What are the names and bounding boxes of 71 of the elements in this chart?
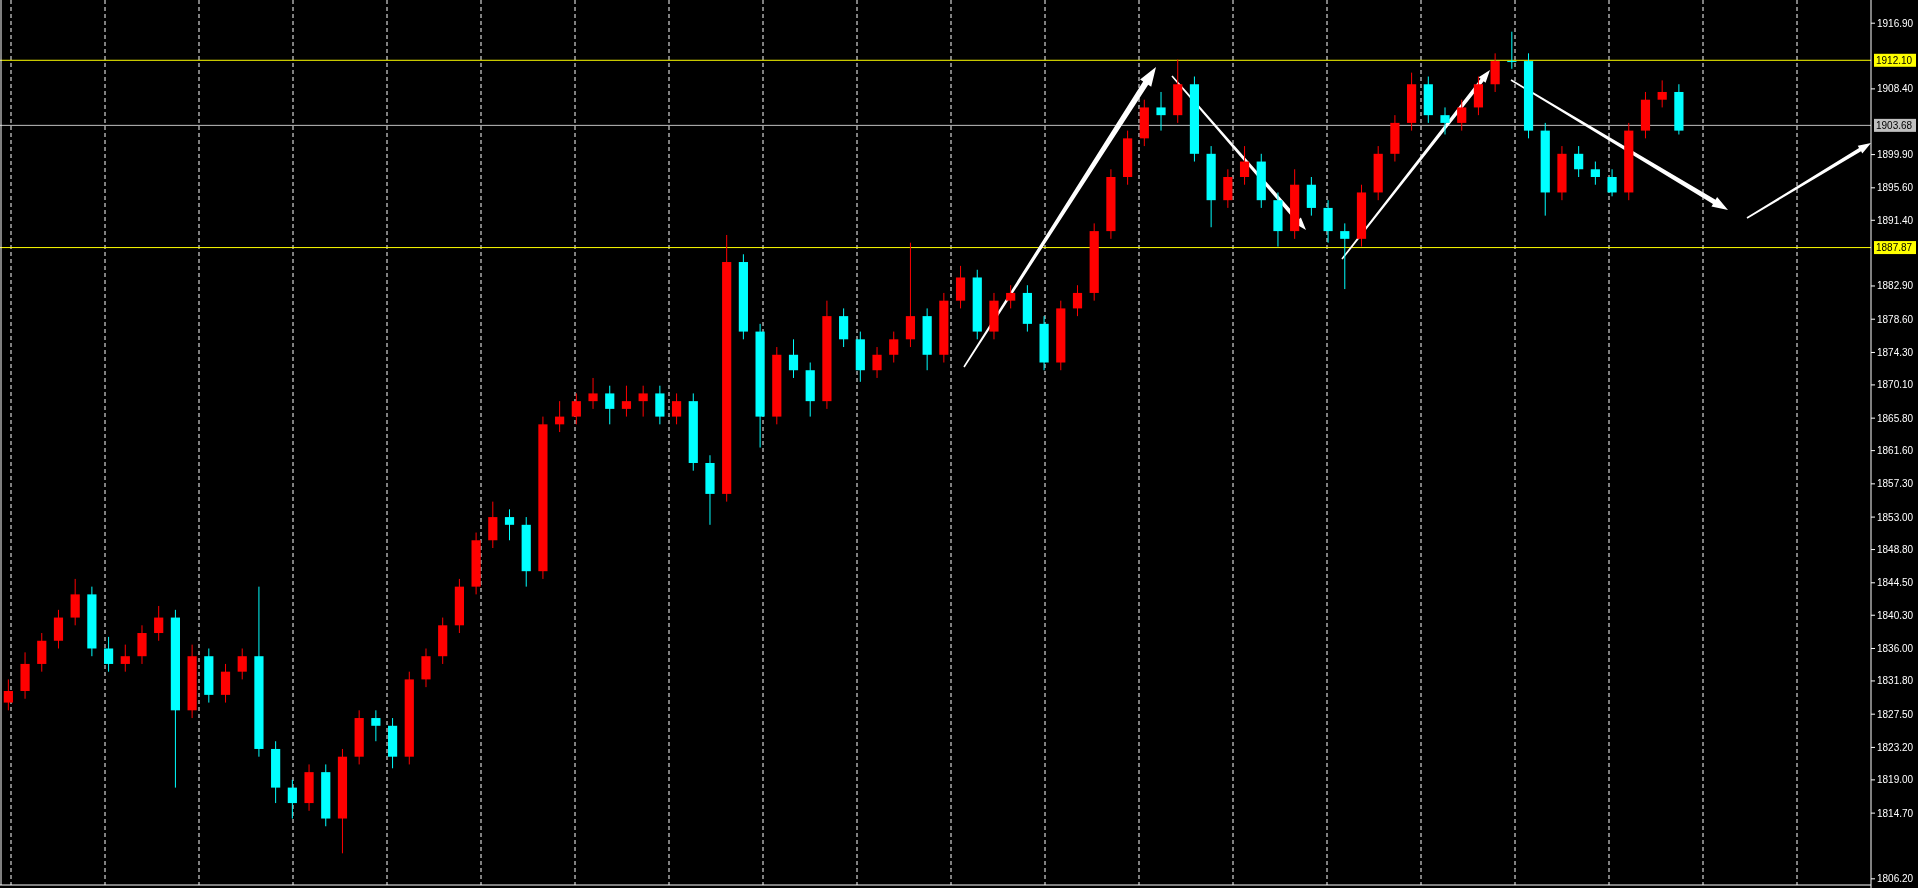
y-tick-label: 1840.30 xyxy=(1877,609,1914,621)
candlestick xyxy=(1156,91,1166,132)
candlestick xyxy=(1239,145,1250,186)
y-tick-label: 1908.40 xyxy=(1877,83,1914,95)
y-tick-label: 1891.40 xyxy=(1877,214,1914,226)
candlestick xyxy=(120,644,130,673)
candlestick xyxy=(588,377,598,410)
y-tick-label: 1814.70 xyxy=(1877,807,1914,819)
candlestick xyxy=(421,647,431,688)
candlestick xyxy=(621,385,632,418)
candlestick xyxy=(889,331,899,363)
y-tick-label: 1827.50 xyxy=(1877,708,1914,720)
candlestick xyxy=(872,346,882,379)
candlestick xyxy=(137,624,147,665)
y-tick-label: 1844.50 xyxy=(1877,577,1914,589)
y-tick-label: 1848.80 xyxy=(1877,544,1914,556)
candlestick xyxy=(3,678,13,711)
candlestick xyxy=(154,605,164,642)
candlestick xyxy=(1574,145,1584,178)
candlestick xyxy=(1473,76,1484,116)
candlestick xyxy=(1490,52,1500,93)
ref-line-label: 1887.87 xyxy=(1876,242,1913,254)
candlestick xyxy=(605,385,615,425)
candlestick xyxy=(955,265,966,309)
y-tick-label: 1895.60 xyxy=(1877,182,1914,194)
y-tick-label: 1870.10 xyxy=(1877,379,1914,391)
candlestick xyxy=(905,242,916,348)
candlestick xyxy=(504,508,515,541)
y-tick-label: 1806.20 xyxy=(1877,873,1914,885)
candlestick xyxy=(1323,199,1333,244)
candlestick xyxy=(287,779,297,820)
candlestick xyxy=(638,385,648,418)
candlestick xyxy=(1457,99,1467,132)
y-tick-label: 1878.60 xyxy=(1877,313,1914,325)
candlestick xyxy=(1306,176,1316,217)
candlestick xyxy=(220,663,231,704)
candlestick xyxy=(1006,284,1016,309)
candlestick xyxy=(1607,168,1617,197)
y-tick-label: 1874.30 xyxy=(1877,346,1914,358)
candlestick xyxy=(53,609,64,649)
y-tick-label: 1819.00 xyxy=(1877,774,1914,786)
y-tick-label: 1831.80 xyxy=(1877,675,1914,687)
y-tick-label: 1853.00 xyxy=(1877,511,1914,523)
candlestick xyxy=(839,307,849,348)
y-tick-label: 1861.60 xyxy=(1877,445,1914,457)
candlestick xyxy=(671,392,682,425)
candlestick xyxy=(237,647,247,680)
ref-line-label: 1912.10 xyxy=(1876,54,1913,66)
y-tick-label: 1836.00 xyxy=(1877,642,1914,654)
candlestick xyxy=(788,338,799,379)
candlestick xyxy=(37,632,47,673)
candlestick xyxy=(371,709,381,742)
candlestick xyxy=(70,578,80,626)
candlestick xyxy=(103,636,114,673)
candlestick xyxy=(1440,106,1450,135)
y-tick-label: 1857.30 xyxy=(1877,478,1914,490)
candlestick xyxy=(655,385,665,425)
candlestick xyxy=(1590,161,1600,186)
ref-line-label: 1903.68 xyxy=(1876,119,1913,131)
candlestick xyxy=(1072,284,1083,317)
candlestick xyxy=(1340,222,1350,290)
candlestick xyxy=(1657,79,1667,108)
candlestick xyxy=(488,501,498,549)
y-tick-label: 1899.90 xyxy=(1877,149,1914,161)
y-tick-label: 1865.80 xyxy=(1877,412,1914,424)
candlestick xyxy=(571,392,581,425)
candlestick xyxy=(1507,31,1517,70)
candlestick xyxy=(1223,168,1233,209)
y-tick-label: 1916.90 xyxy=(1877,17,1914,29)
y-tick-label: 1882.90 xyxy=(1877,280,1914,292)
y-tick-label: 1823.20 xyxy=(1877,741,1914,753)
